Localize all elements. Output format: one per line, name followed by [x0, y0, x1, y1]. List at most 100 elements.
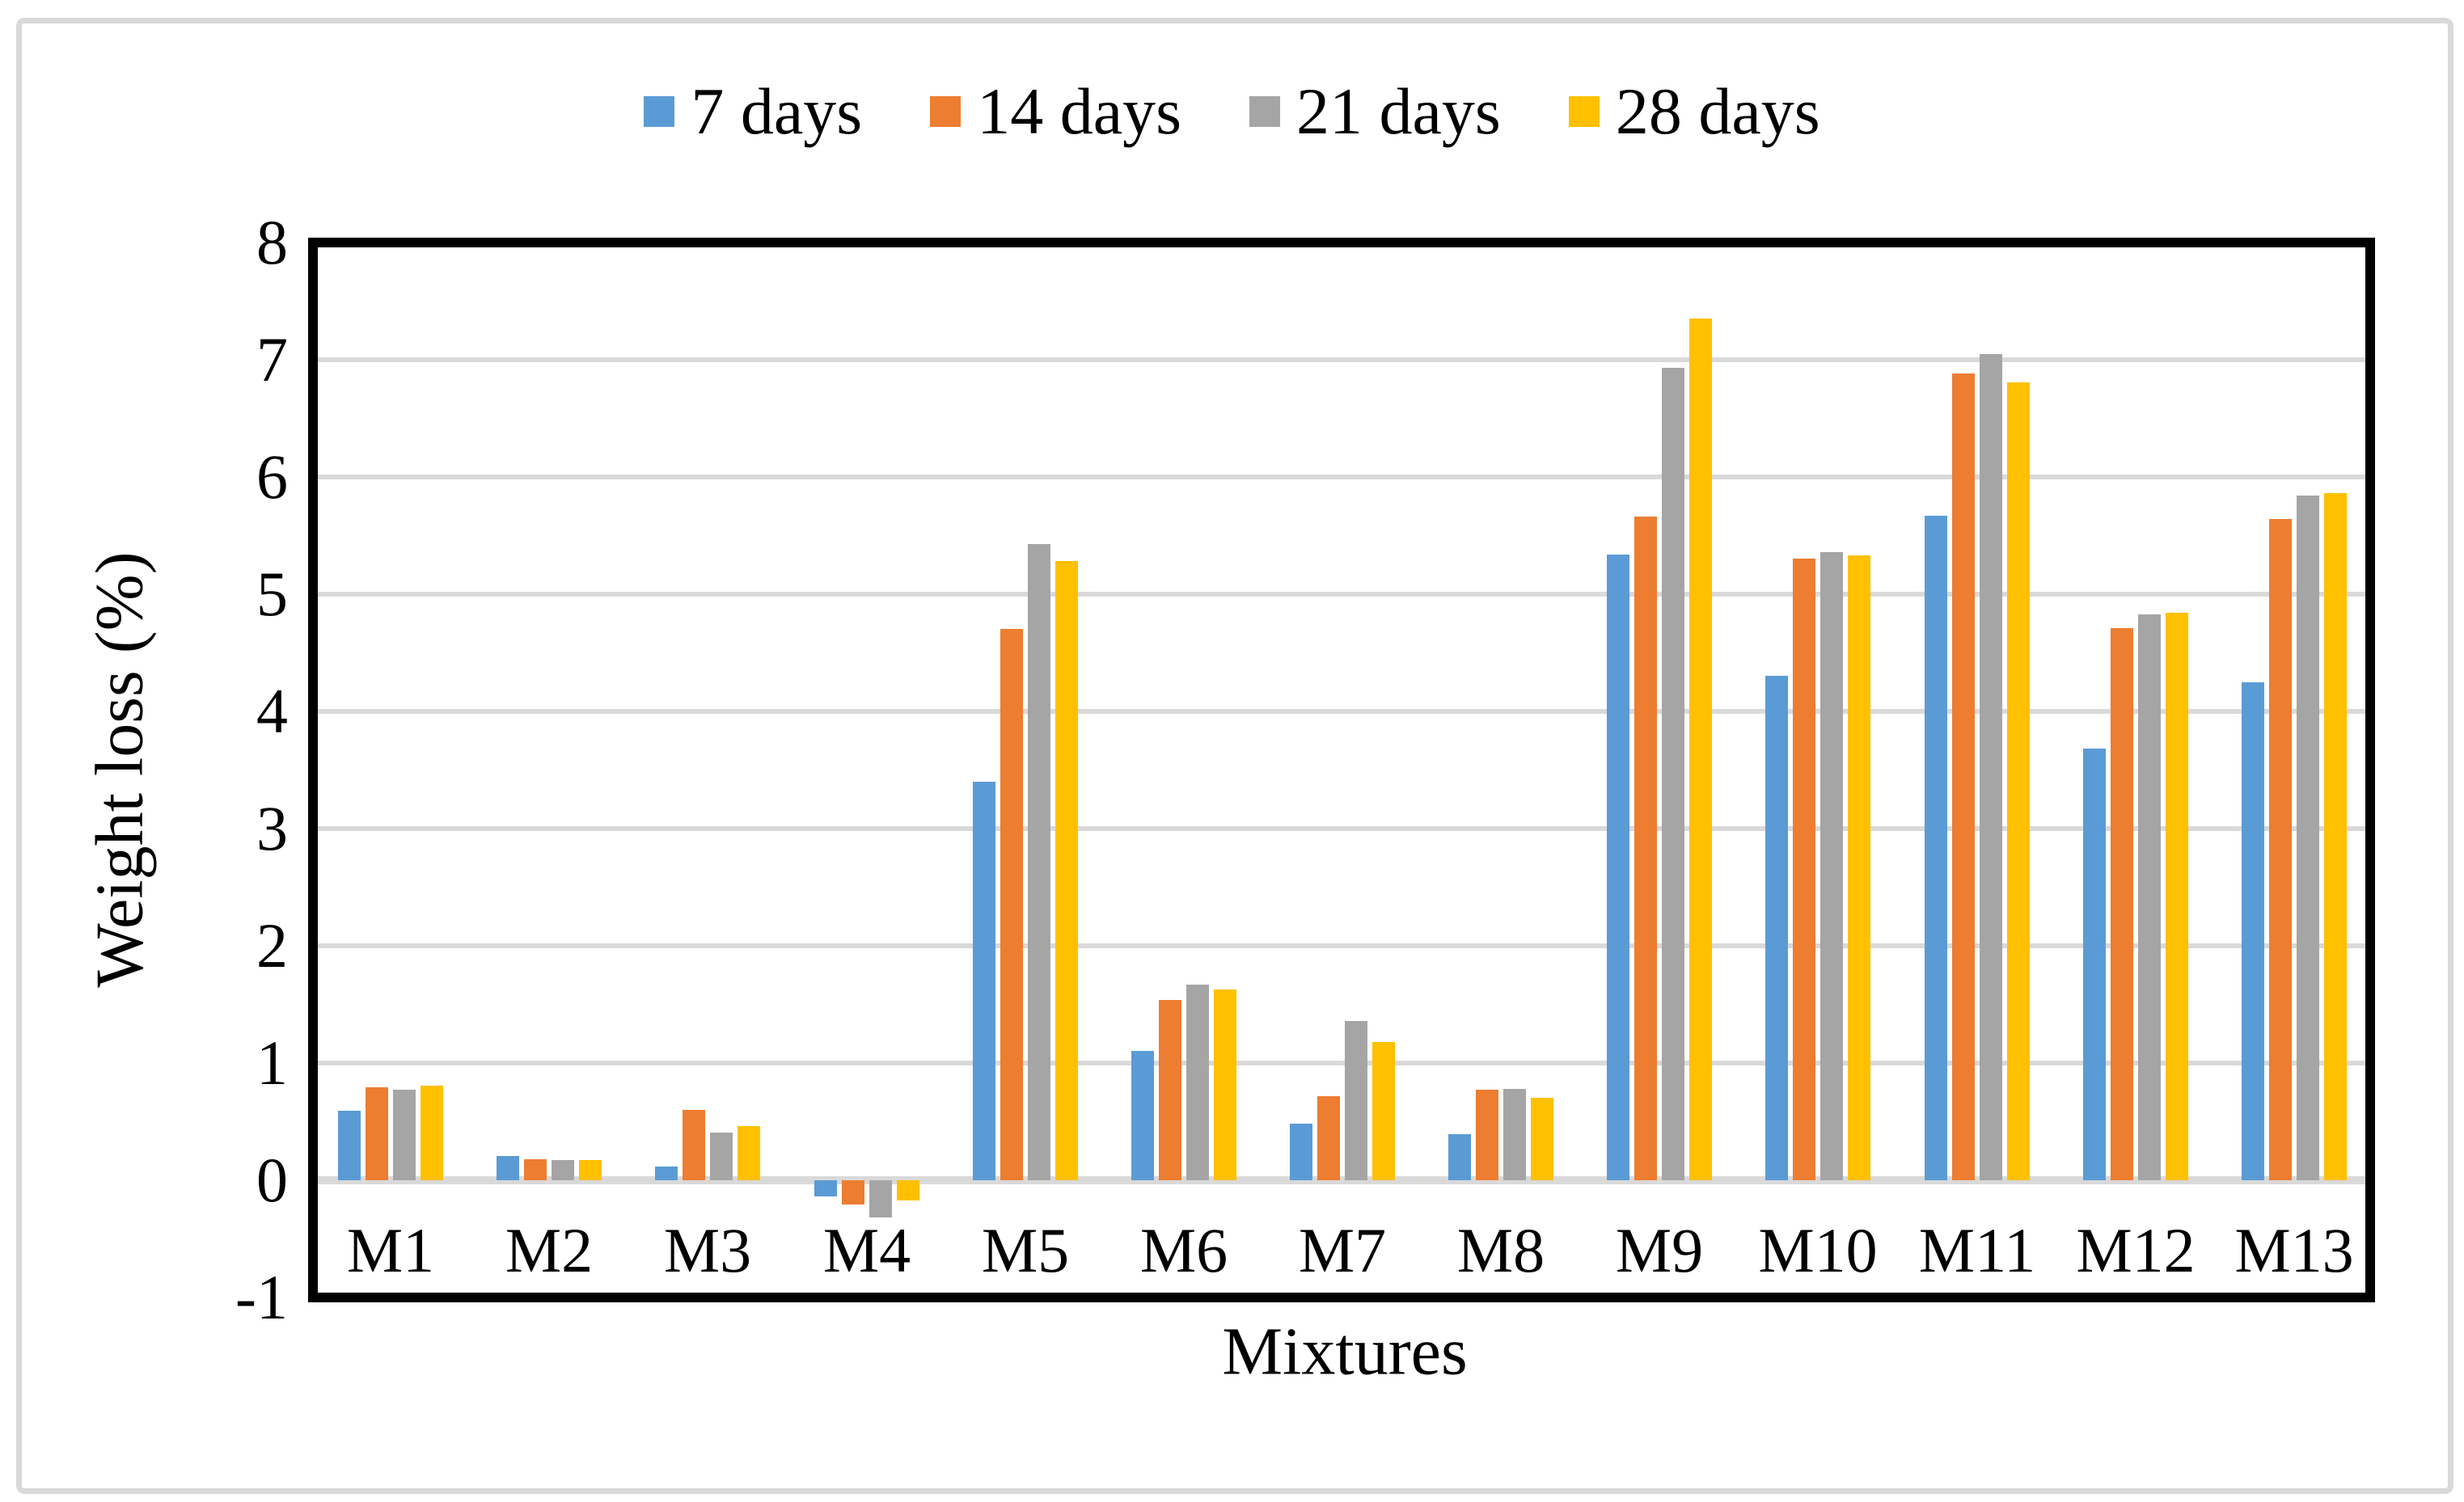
bar-M5-14-days — [1000, 629, 1023, 1180]
legend-swatch-14-days-icon — [930, 96, 962, 127]
x-tick-label-M6: M6 — [1139, 1215, 1228, 1285]
bar-M9-7-days — [1607, 555, 1629, 1180]
bar-M7-21-days — [1345, 1021, 1367, 1180]
legend-swatch-7-days-icon — [644, 96, 675, 127]
x-tick-label-M3: M3 — [663, 1215, 752, 1285]
legend: 7 days 14 days 21 days 28 days — [0, 71, 2464, 152]
bar-M7-28-days — [1372, 1042, 1395, 1180]
bar-M7-14-days — [1317, 1096, 1340, 1180]
bar-M11-14-days — [1952, 373, 1975, 1180]
bar-M1-14-days — [366, 1087, 388, 1180]
x-axis-title: Mixtures — [1222, 1314, 1468, 1390]
legend-swatch-21-days-icon — [1249, 96, 1280, 127]
bar-M11-7-days — [1925, 516, 1947, 1180]
gridline-6 — [318, 475, 2365, 479]
bar-M8-7-days — [1448, 1134, 1471, 1180]
y-tick-label-5: 5 — [256, 559, 288, 629]
y-tick-label-2: 2 — [256, 910, 288, 981]
y-tick-label-6: 6 — [256, 441, 288, 512]
bar-M4-28-days — [897, 1180, 919, 1200]
gridline-2 — [318, 943, 2365, 948]
bar-M2-7-days — [497, 1156, 519, 1180]
gridline-7 — [318, 357, 2365, 362]
bar-M6-28-days — [1214, 989, 1236, 1180]
y-tick-label--1: -1 — [235, 1262, 288, 1332]
bar-M2-14-days — [524, 1159, 547, 1180]
bar-M13-14-days — [2269, 519, 2292, 1180]
y-tick-label-4: 4 — [256, 676, 288, 746]
bar-M5-7-days — [973, 782, 995, 1180]
legend-item-7-days: 7 days — [644, 71, 862, 152]
x-tick-label-M9: M9 — [1615, 1215, 1704, 1285]
x-tick-label-M5: M5 — [981, 1215, 1070, 1285]
y-tick-label-0: 0 — [256, 1145, 288, 1215]
bar-M6-21-days — [1186, 985, 1209, 1180]
bar-M10-21-days — [1820, 552, 1843, 1180]
bar-M10-14-days — [1793, 559, 1815, 1180]
bar-M8-14-days — [1476, 1090, 1498, 1180]
x-tick-label-M8: M8 — [1456, 1215, 1545, 1285]
gridline-5 — [318, 592, 2365, 597]
bar-M6-14-days — [1159, 1000, 1181, 1180]
x-tick-label-M7: M7 — [1298, 1215, 1387, 1285]
bar-M13-28-days — [2324, 493, 2347, 1180]
bar-M3-28-days — [738, 1126, 760, 1180]
y-axis-title: Weight loss (%) — [82, 551, 158, 988]
bar-M6-7-days — [1131, 1051, 1154, 1180]
bar-M5-21-days — [1028, 544, 1050, 1180]
x-tick-label-M2: M2 — [505, 1215, 594, 1285]
bar-M7-7-days — [1290, 1124, 1312, 1180]
bar-M9-14-days — [1634, 517, 1657, 1180]
legend-label: 14 days — [977, 74, 1181, 148]
bar-M1-7-days — [338, 1111, 361, 1180]
legend-item-28-days: 28 days — [1568, 71, 1820, 152]
figure-border — [16, 18, 2453, 1494]
bar-M12-28-days — [2166, 613, 2188, 1180]
bar-M13-21-days — [2297, 496, 2319, 1180]
legend-label: 7 days — [691, 74, 863, 148]
x-tick-label-M13: M13 — [2234, 1215, 2354, 1285]
bar-M4-7-days — [814, 1180, 837, 1196]
bar-M4-14-days — [842, 1180, 864, 1205]
bar-M1-28-days — [421, 1086, 443, 1180]
bar-M4-21-days — [869, 1180, 892, 1217]
plot-area-border — [308, 238, 2375, 1302]
bar-M12-21-days — [2138, 614, 2161, 1180]
bar-M9-28-days — [1689, 319, 1712, 1180]
bar-M1-21-days — [393, 1090, 416, 1180]
legend-label: 28 days — [1615, 74, 1820, 148]
bar-M3-21-days — [710, 1133, 733, 1180]
x-tick-label-M4: M4 — [822, 1215, 911, 1285]
y-tick-label-3: 3 — [256, 793, 288, 863]
bar-M2-28-days — [579, 1160, 602, 1180]
zero-axis-line — [318, 1176, 2365, 1184]
bar-M2-21-days — [552, 1160, 574, 1180]
bar-M13-7-days — [2242, 682, 2264, 1180]
bar-M9-21-days — [1662, 368, 1684, 1180]
legend-item-14-days: 14 days — [930, 71, 1181, 152]
legend-label: 21 days — [1296, 74, 1501, 148]
bar-M10-7-days — [1765, 676, 1788, 1180]
gridline-3 — [318, 826, 2365, 831]
x-tick-label-M12: M12 — [2076, 1215, 2196, 1285]
y-tick-label-8: 8 — [256, 207, 288, 277]
x-tick-label-M11: M11 — [1918, 1215, 2036, 1285]
bar-M3-14-days — [683, 1110, 705, 1180]
y-tick-label-1: 1 — [256, 1027, 288, 1098]
bar-M12-14-days — [2111, 628, 2133, 1180]
bar-M10-28-days — [1848, 555, 1870, 1180]
bar-M8-21-days — [1503, 1089, 1526, 1180]
x-tick-label-M1: M1 — [346, 1215, 435, 1285]
bar-M12-7-days — [2083, 749, 2106, 1180]
bar-M11-21-days — [1980, 354, 2002, 1180]
bar-M5-28-days — [1055, 561, 1078, 1180]
legend-swatch-28-days-icon — [1568, 96, 1600, 127]
legend-item-21-days: 21 days — [1249, 71, 1501, 152]
gridline-1 — [318, 1061, 2365, 1065]
x-tick-label-M10: M10 — [1758, 1215, 1878, 1285]
y-tick-label-7: 7 — [256, 324, 288, 394]
gridline-4 — [318, 709, 2365, 714]
bar-M11-28-days — [2007, 382, 2030, 1180]
bar-M3-7-days — [655, 1167, 678, 1180]
